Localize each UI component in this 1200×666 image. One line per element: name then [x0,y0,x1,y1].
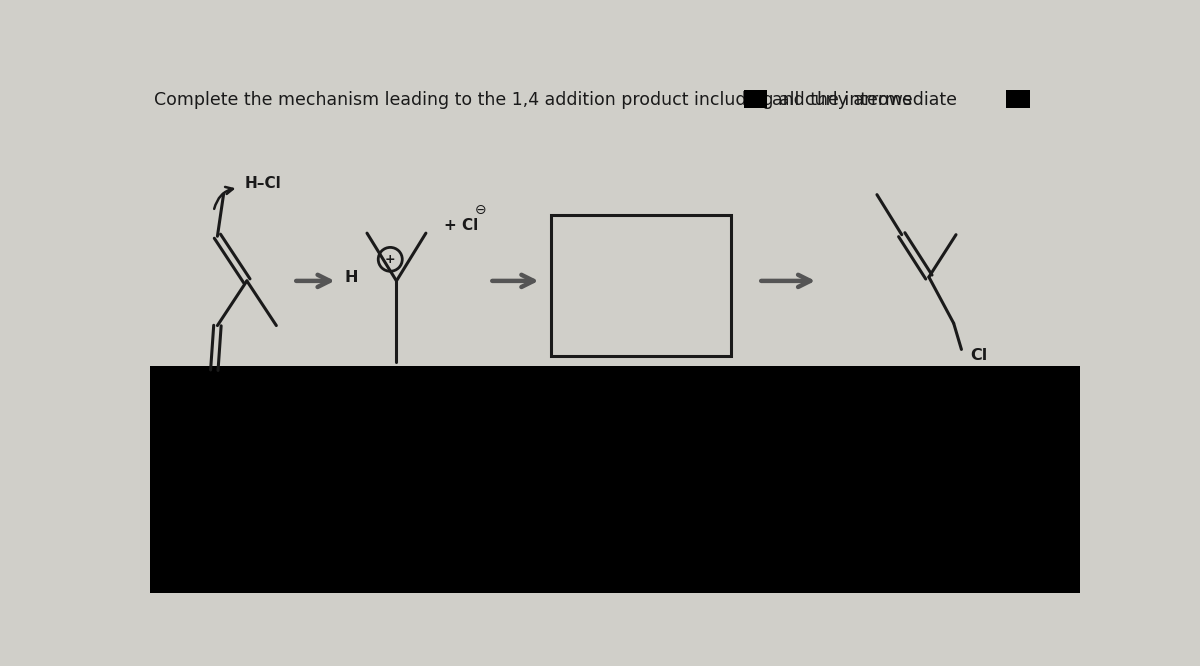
Bar [1007,90,1030,108]
Text: Cl: Cl [971,348,988,363]
Bar [744,90,767,108]
Bar [150,366,1080,593]
Bar [552,215,731,356]
Text: and the intermediate: and the intermediate [773,91,958,109]
Text: ⊖: ⊖ [474,203,486,217]
Text: H: H [344,270,359,284]
Text: +: + [385,253,396,266]
Text: H–Cl: H–Cl [245,176,281,191]
Text: Complete the mechanism leading to the 1,4 addition product including all curly a: Complete the mechanism leading to the 1,… [154,91,912,109]
FancyArrowPatch shape [214,187,233,209]
Text: + Cl: + Cl [444,218,479,233]
